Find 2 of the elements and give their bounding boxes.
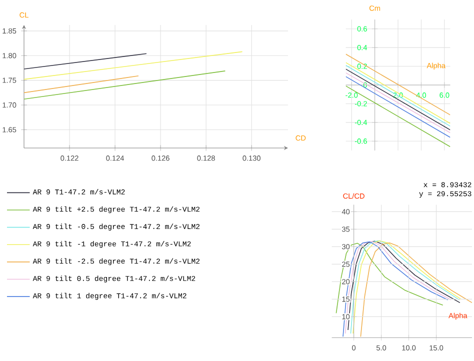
line-series: [336, 242, 444, 314]
line-series: [360, 242, 472, 338]
